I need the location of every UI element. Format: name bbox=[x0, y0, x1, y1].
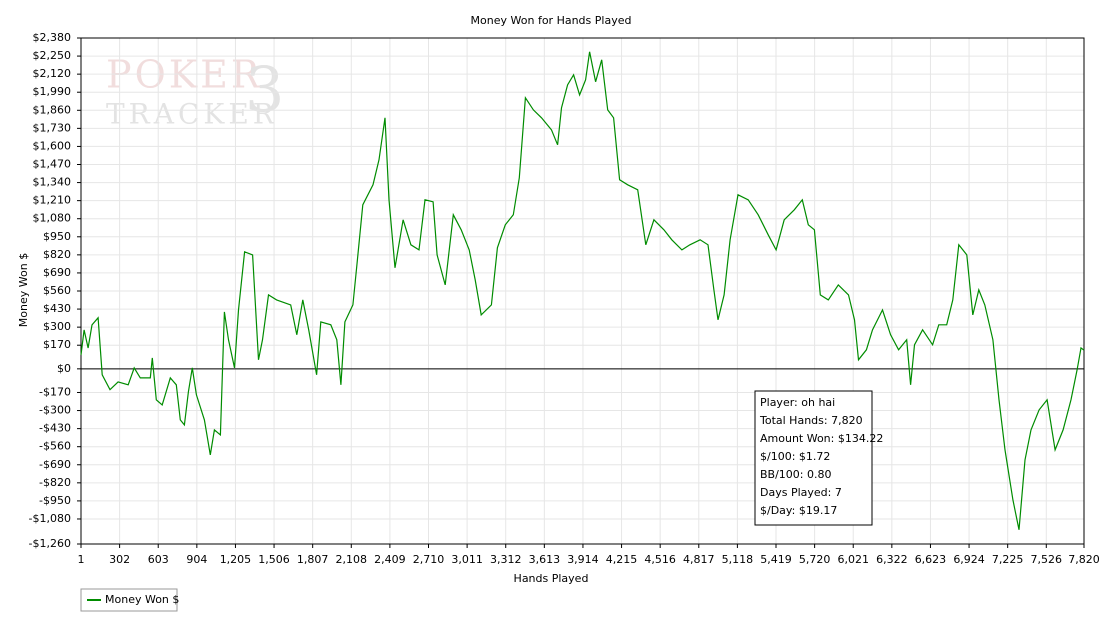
x-tick-label: 7,225 bbox=[992, 553, 1024, 566]
info-line: Total Hands: 7,820 bbox=[759, 414, 863, 427]
y-tick-label: $560 bbox=[43, 284, 71, 297]
y-tick-label: $690 bbox=[43, 266, 71, 279]
x-tick-label: 7,526 bbox=[1031, 553, 1063, 566]
y-tick-label: $820 bbox=[43, 248, 71, 261]
y-tick-label: $170 bbox=[43, 338, 71, 351]
x-tick-label: 7,820 bbox=[1068, 553, 1100, 566]
x-axis-label: Hands Played bbox=[514, 572, 589, 585]
x-tick-label: 4,817 bbox=[683, 553, 715, 566]
x-tick-label: 904 bbox=[186, 553, 207, 566]
y-tick-label: $1,340 bbox=[33, 176, 72, 189]
watermark-text: TRACKER bbox=[106, 98, 278, 131]
y-axis-label: Money Won $ bbox=[17, 253, 30, 327]
x-tick-label: 2,409 bbox=[374, 553, 406, 566]
y-tick-label: $0 bbox=[57, 362, 71, 375]
watermark: POKER TRACKER 3 bbox=[106, 53, 284, 131]
y-tick-label: $300 bbox=[43, 320, 71, 333]
x-tick-label: 6,623 bbox=[915, 553, 947, 566]
x-tick-label: 1,506 bbox=[258, 553, 290, 566]
y-tick-label: -$950 bbox=[39, 494, 71, 507]
y-tick-label: -$690 bbox=[39, 458, 71, 471]
y-tick-label: $1,600 bbox=[33, 139, 72, 152]
x-tick-label: 5,419 bbox=[760, 553, 792, 566]
x-tick-label: 603 bbox=[148, 553, 169, 566]
y-tick-label: $1,990 bbox=[33, 85, 72, 98]
chart-title: Money Won for Hands Played bbox=[471, 14, 632, 27]
x-tick-label: 302 bbox=[109, 553, 130, 566]
info-line: $/100: $1.72 bbox=[760, 450, 830, 463]
y-tick-label: -$170 bbox=[39, 385, 71, 398]
info-line: BB/100: 0.80 bbox=[760, 468, 832, 481]
plot-frame bbox=[80, 37, 1085, 545]
legend-box bbox=[80, 588, 178, 612]
y-tick-label: $1,080 bbox=[33, 212, 72, 225]
legend-label: Money Won $ bbox=[105, 593, 179, 606]
y-tick-label: -$300 bbox=[39, 404, 71, 417]
x-tick-label: 2,108 bbox=[336, 553, 368, 566]
x-tick-label: 5,720 bbox=[799, 553, 831, 566]
y-tick-label: -$430 bbox=[39, 422, 71, 435]
x-tick-label: 2,710 bbox=[413, 553, 445, 566]
y-tick-label: $1,470 bbox=[33, 158, 72, 171]
watermark-text: 3 bbox=[245, 53, 284, 126]
info-line: $/Day: $19.17 bbox=[760, 504, 837, 517]
y-tick-label: $1,210 bbox=[33, 194, 72, 207]
x-tick-label: 6,322 bbox=[876, 553, 908, 566]
info-line: Days Played: 7 bbox=[760, 486, 842, 499]
x-tick-label: 3,914 bbox=[567, 553, 599, 566]
y-tick-label: $2,380 bbox=[33, 31, 72, 44]
x-tick-label: 1,807 bbox=[297, 553, 329, 566]
x-tick-label: 3,312 bbox=[490, 553, 522, 566]
y-tick-label: $2,120 bbox=[33, 67, 72, 80]
x-tick-label: 3,613 bbox=[529, 553, 561, 566]
x-tick-label: 4,516 bbox=[644, 553, 676, 566]
y-tick-label: -$560 bbox=[39, 440, 71, 453]
x-tick-label: 6,021 bbox=[837, 553, 869, 566]
data-line bbox=[80, 51, 1085, 530]
y-tick-label: -$1,080 bbox=[29, 512, 71, 525]
y-tick-label: -$1,260 bbox=[29, 537, 71, 550]
x-tick-label: 5,118 bbox=[722, 553, 754, 566]
x-tick-label: 4,215 bbox=[606, 553, 638, 566]
x-tick-label: 3,011 bbox=[451, 553, 483, 566]
y-tick-label: -$820 bbox=[39, 476, 71, 489]
info-box bbox=[754, 390, 873, 526]
info-line: Player: oh hai bbox=[760, 396, 835, 409]
x-tick-label: 6,924 bbox=[953, 553, 985, 566]
x-tick-label: 1 bbox=[78, 553, 85, 566]
y-tick-label: $430 bbox=[43, 302, 71, 315]
x-tick-label: 1,205 bbox=[220, 553, 252, 566]
y-tick-label: $1,860 bbox=[33, 103, 72, 116]
y-tick-label: $1,730 bbox=[33, 121, 72, 134]
y-tick-label: $2,250 bbox=[33, 49, 72, 62]
y-tick-label: $950 bbox=[43, 230, 71, 243]
info-line: Amount Won: $134.22 bbox=[760, 432, 883, 445]
